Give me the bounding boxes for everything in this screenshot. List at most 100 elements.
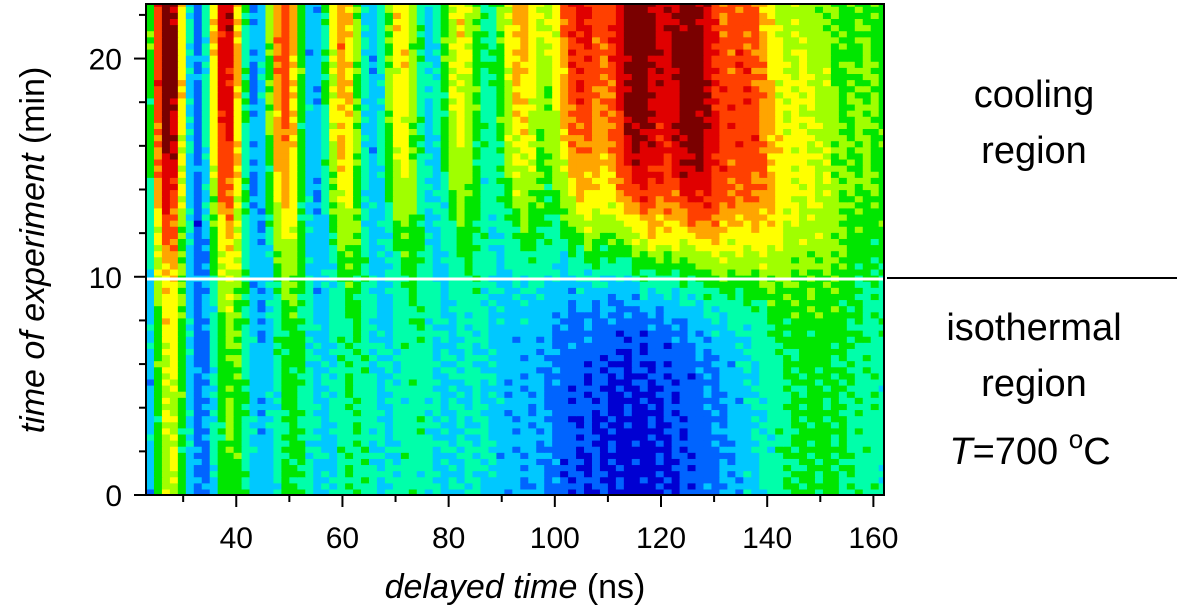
heatmap-cell	[392, 348, 402, 356]
heatmap-cell	[822, 201, 832, 209]
heatmap-cell	[838, 440, 848, 447]
heatmap-cell	[695, 378, 705, 386]
heatmap-cell	[536, 488, 545, 496]
heatmap-cell	[273, 354, 282, 362]
heatmap-cell	[416, 336, 426, 343]
heatmap-cell	[424, 433, 434, 441]
heatmap-cell	[416, 415, 426, 423]
heatmap-cell	[703, 366, 713, 374]
heatmap-cell	[361, 488, 370, 496]
heatmap-cell	[807, 305, 816, 313]
heatmap-cell	[807, 378, 816, 386]
heatmap-cell	[329, 446, 338, 453]
heatmap-cell	[512, 287, 521, 294]
heatmap-cell	[838, 323, 848, 331]
heatmap-cell	[361, 165, 370, 172]
heatmap-cell	[153, 268, 163, 276]
heatmap-cell	[257, 415, 267, 423]
heatmap-cell	[361, 366, 370, 374]
heatmap-cell	[488, 482, 498, 490]
heatmap-cell	[257, 250, 267, 258]
heatmap-cell	[209, 476, 219, 484]
heatmap-cell	[536, 470, 545, 478]
heatmap-cell	[281, 189, 290, 197]
heatmap-cell	[536, 452, 545, 459]
heatmap-cell	[783, 427, 792, 435]
heatmap-cell	[743, 281, 752, 288]
heatmap-cell	[663, 238, 673, 246]
heatmap-cell	[321, 348, 330, 356]
heatmap-cell	[209, 244, 219, 252]
heatmap-cell	[233, 470, 243, 478]
heatmap-cell	[281, 311, 290, 319]
heatmap-cell	[440, 317, 450, 325]
heatmap-cell	[496, 177, 505, 184]
heatmap-cell	[623, 311, 633, 319]
heatmap-cell	[647, 323, 657, 331]
heatmap-cell	[647, 262, 657, 270]
heatmap-cell	[799, 397, 808, 404]
heatmap-cell	[361, 232, 370, 239]
heatmap-cell	[480, 427, 490, 435]
heatmap-cell	[432, 281, 442, 288]
heatmap-cell	[791, 195, 800, 203]
heatmap-cell	[799, 464, 808, 472]
heatmap-cell	[544, 342, 553, 349]
heatmap-cell	[496, 281, 505, 288]
heatmap-cell	[783, 299, 792, 307]
heatmap-cell	[185, 250, 195, 258]
heatmap-cell	[265, 311, 275, 319]
heatmap-cell	[209, 262, 219, 270]
heatmap-cell	[536, 378, 545, 386]
heatmap-cell	[807, 207, 816, 215]
heatmap-cell	[599, 213, 609, 221]
heatmap-cell	[384, 433, 394, 441]
heatmap-cell	[671, 323, 681, 331]
heatmap-cell	[814, 244, 824, 252]
heatmap-cell	[400, 171, 410, 178]
heatmap-cell	[679, 488, 689, 496]
heatmap-cell	[273, 476, 282, 484]
heatmap-cell	[368, 409, 378, 417]
heatmap-cell	[432, 220, 442, 227]
heatmap-cell	[862, 268, 872, 276]
heatmap-cell	[552, 177, 561, 184]
heatmap-cell	[257, 452, 267, 459]
heatmap-cell	[337, 299, 346, 307]
heatmap-cell	[647, 177, 657, 184]
heatmap-cell	[854, 177, 864, 184]
heatmap-cell	[161, 293, 171, 301]
heatmap-cell	[703, 232, 713, 239]
heatmap-cell	[416, 195, 426, 203]
heatmap-cell	[480, 440, 490, 447]
heatmap-cell	[822, 311, 832, 319]
heatmap-cell	[576, 250, 585, 258]
heatmap-cell	[878, 250, 885, 258]
heatmap-cell	[337, 171, 346, 178]
heatmap-cell	[639, 195, 649, 203]
heatmap-cell	[217, 293, 227, 301]
heatmap-cell	[591, 207, 601, 215]
heatmap-cell	[615, 409, 625, 417]
heatmap-cell	[504, 348, 513, 356]
heatmap-cell	[631, 171, 641, 178]
heatmap-cell	[225, 330, 235, 337]
heatmap-cell	[791, 244, 800, 252]
heatmap-cell	[584, 458, 593, 466]
heatmap-cell	[520, 482, 529, 490]
heatmap-cell	[424, 317, 434, 325]
heatmap-cell	[169, 433, 179, 441]
heatmap-cell	[400, 342, 410, 349]
heatmap-cell	[217, 201, 227, 209]
heatmap-cell	[400, 452, 410, 459]
heatmap-cell	[504, 226, 513, 233]
heatmap-cell	[814, 250, 824, 258]
heatmap-cell	[751, 336, 760, 343]
heatmap-cell	[727, 323, 736, 331]
heatmap-cell	[520, 403, 529, 411]
heatmap-cell	[376, 195, 386, 203]
heatmap-cell	[584, 433, 593, 441]
heatmap-cell	[687, 433, 697, 441]
heatmap-cell	[273, 183, 282, 191]
heatmap-cell	[663, 354, 673, 362]
